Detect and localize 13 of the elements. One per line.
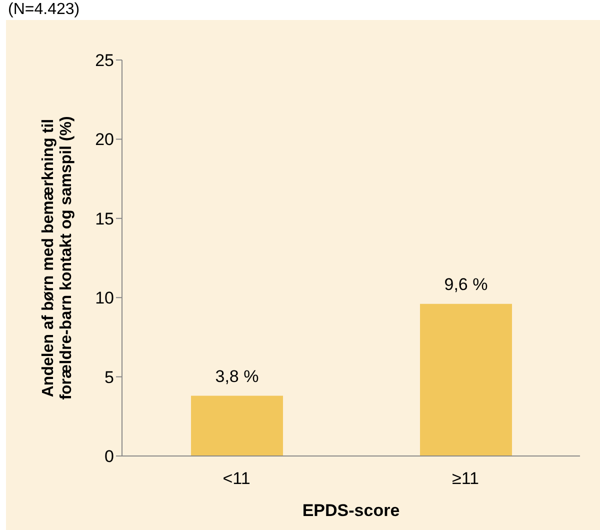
- y-tick-label: 0: [104, 447, 114, 466]
- data-label: 3,8 %: [215, 366, 259, 386]
- y-tick-label: 25: [95, 51, 114, 70]
- x-axis-title: EPDS-score: [302, 501, 400, 520]
- y-tick-label: 10: [95, 288, 114, 308]
- y-tick-label: 15: [95, 209, 114, 228]
- data-label: 9,6 %: [444, 274, 488, 294]
- chart-title: (N=4.423): [8, 1, 80, 19]
- x-tick-label: ≥11: [452, 469, 479, 488]
- x-tick-label: <11: [222, 469, 250, 488]
- y-tick-label: 5: [104, 368, 114, 387]
- y-axis-title: Andelen af børn med bemærkning til forældre-barn kontakt og samspil (%): [39, 115, 76, 402]
- y-tick-label: 20: [95, 130, 114, 150]
